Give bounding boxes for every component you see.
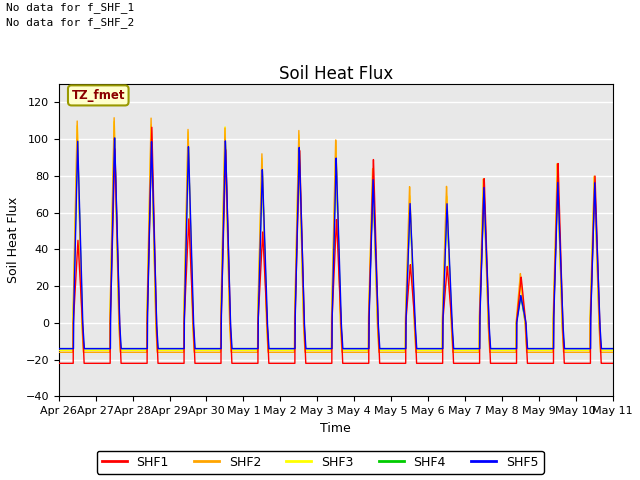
Text: No data for f_SHF_2: No data for f_SHF_2 xyxy=(6,17,134,28)
Y-axis label: Soil Heat Flux: Soil Heat Flux xyxy=(7,197,20,283)
Text: No data for f_SHF_1: No data for f_SHF_1 xyxy=(6,2,134,13)
X-axis label: Time: Time xyxy=(321,421,351,435)
Text: TZ_fmet: TZ_fmet xyxy=(72,89,125,102)
Title: Soil Heat Flux: Soil Heat Flux xyxy=(278,64,393,83)
Legend: SHF1, SHF2, SHF3, SHF4, SHF5: SHF1, SHF2, SHF3, SHF4, SHF5 xyxy=(97,451,543,474)
